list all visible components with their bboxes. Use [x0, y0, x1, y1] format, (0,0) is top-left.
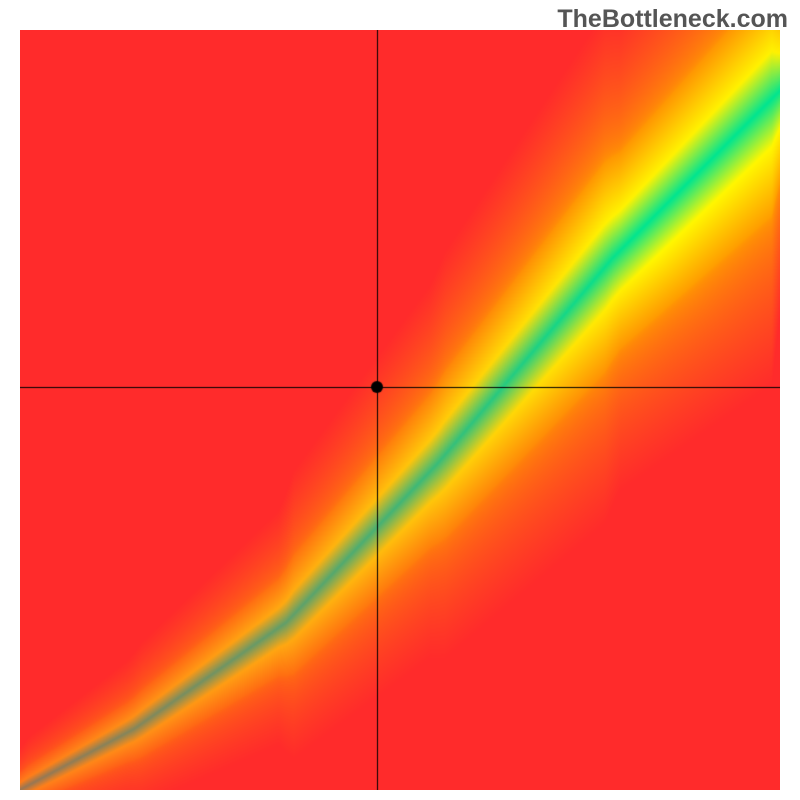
chart-container: TheBottleneck.com: [0, 0, 800, 800]
bottleneck-heatmap: [20, 30, 780, 790]
attribution-label: TheBottleneck.com: [557, 5, 788, 34]
